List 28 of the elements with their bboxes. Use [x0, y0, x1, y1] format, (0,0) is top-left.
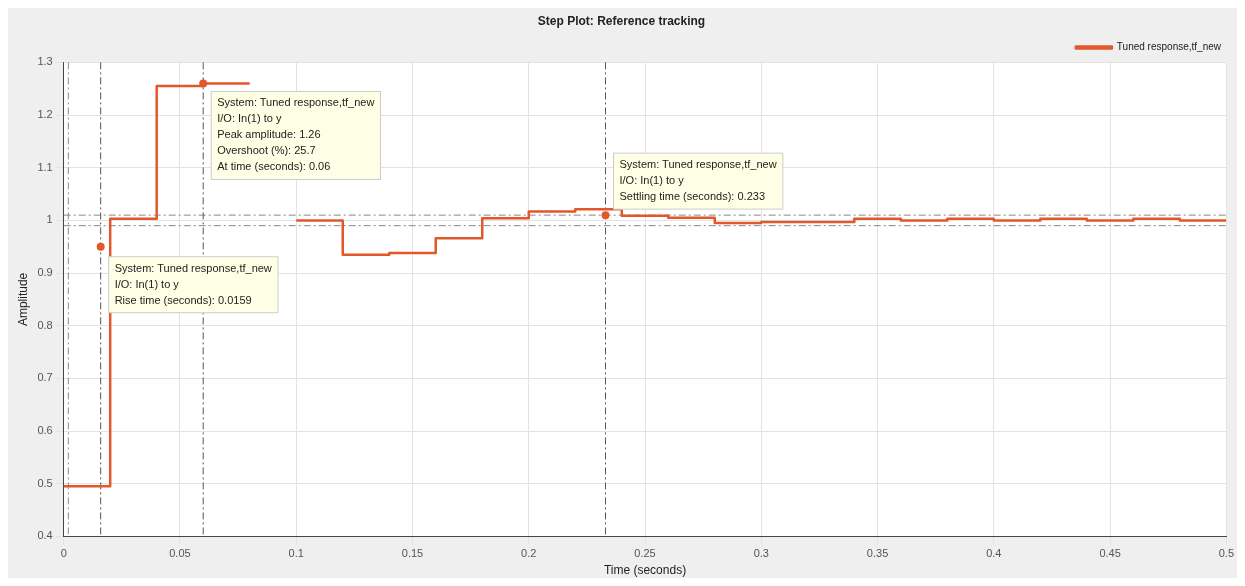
y-tick-label: 0.9: [37, 266, 53, 279]
y-tick-label: 0.7: [37, 371, 53, 384]
y-axis-title: Amplitude: [15, 272, 30, 327]
y-tick-label: 1: [46, 213, 53, 226]
x-tick-label: 0.4: [986, 547, 1002, 560]
annotation: System: Tuned response,tf_new I/O: In(1) to y Settling time (seconds): 0.233: [619, 158, 777, 203]
x-axis-title: Time (seconds): [603, 563, 687, 578]
annotation: System: Tuned response,tf_new I/O: In(1) to y Peak amplitude: 1.26 Overshoot (%): 25.7 At time (seconds): 0.06: [217, 96, 375, 173]
x-tick-label: 0.05: [169, 547, 191, 560]
annotation: System: Tuned response,tf_new I/O: In(1) to y Rise time (seconds): 0.0159: [114, 261, 272, 306]
y-tick-label: 0.5: [37, 476, 53, 489]
x-tick-label: 0.15: [401, 547, 424, 560]
legend-label: Tuned response,tf_new: [1116, 41, 1222, 53]
y-tick-label: 0.6: [37, 424, 53, 437]
y-tick-label: 1.2: [37, 108, 53, 121]
y-tick-label: 0.4: [37, 529, 53, 542]
y-tick-label: 1.3: [37, 55, 53, 68]
y-tick-label: 0.8: [37, 318, 53, 331]
x-tick-label: 0.3: [753, 547, 769, 560]
x-tick-label: 0.2: [521, 547, 537, 560]
x-tick-label: 0.5: [1218, 547, 1234, 560]
x-tick-label: 0.35: [866, 547, 889, 560]
y-tick-label: 1.1: [37, 160, 53, 173]
x-tick-label: 0.25: [634, 547, 656, 560]
chart-title: Step Plot: Reference tracking: [537, 13, 706, 28]
x-tick-label: 0.45: [1099, 547, 1121, 560]
x-tick-label: 0.1: [288, 547, 304, 560]
x-tick-label: 0: [60, 547, 67, 560]
